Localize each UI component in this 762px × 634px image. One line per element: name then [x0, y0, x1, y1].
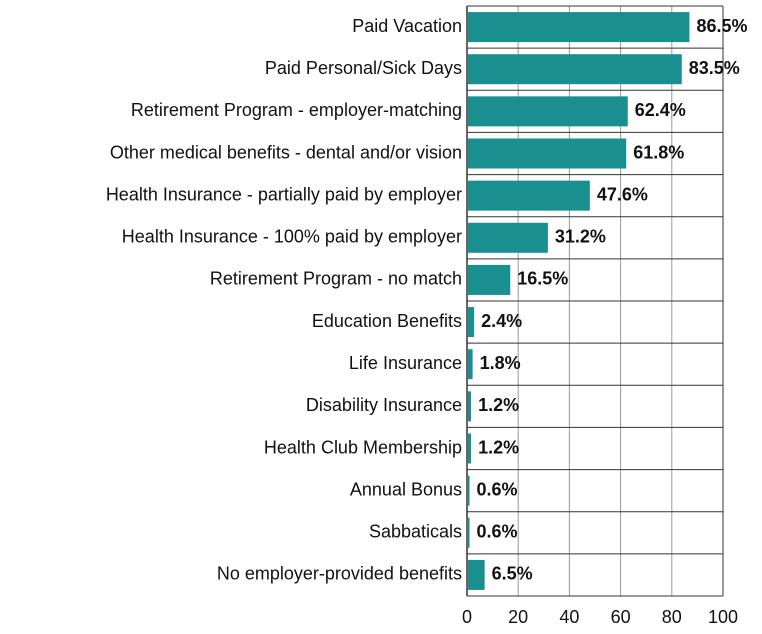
- x-tick-label: 60: [611, 607, 631, 627]
- y-tick-label: Retirement Program - no match: [210, 269, 462, 289]
- y-tick-label: Retirement Program - employer-matching: [131, 100, 462, 120]
- value-label: 1.8%: [480, 353, 521, 373]
- value-label: 31.2%: [555, 227, 606, 247]
- x-tick-label: 80: [662, 607, 682, 627]
- value-label: 61.8%: [633, 142, 684, 162]
- x-tick-label: 40: [559, 607, 579, 627]
- y-tick-label: Education Benefits: [312, 311, 462, 331]
- value-label: 86.5%: [696, 16, 747, 36]
- y-tick-label: Paid Vacation: [352, 16, 462, 36]
- y-tick-label: Health Club Membership: [264, 437, 462, 457]
- bar: [468, 138, 627, 169]
- value-label: 0.6%: [477, 479, 518, 499]
- bar: [468, 264, 511, 295]
- y-tick-label: Annual Bonus: [350, 479, 462, 499]
- y-tick-label: No employer-provided benefits: [217, 564, 462, 584]
- x-tick-label: 20: [508, 607, 528, 627]
- y-tick-label: Paid Personal/Sick Days: [265, 58, 462, 78]
- bar: [468, 96, 628, 127]
- value-label: 62.4%: [635, 100, 686, 120]
- bar: [468, 391, 472, 422]
- value-label: 1.2%: [478, 437, 519, 457]
- value-label: 0.6%: [477, 522, 518, 542]
- bar: [468, 12, 690, 43]
- y-tick-label: Disability Insurance: [306, 395, 462, 415]
- bar: [468, 559, 485, 590]
- value-label: 1.2%: [478, 395, 519, 415]
- y-tick-label: Health Insurance - 100% paid by employer: [122, 227, 462, 247]
- y-tick-label: Sabbaticals: [369, 522, 462, 542]
- bar: [468, 475, 470, 506]
- value-label: 2.4%: [481, 311, 522, 331]
- y-tick-label: Health Insurance - partially paid by emp…: [106, 184, 462, 204]
- bar: [468, 517, 470, 548]
- bar: [468, 180, 590, 211]
- bar: [468, 222, 548, 253]
- value-label: 47.6%: [597, 184, 648, 204]
- bar: [468, 307, 475, 338]
- bar: [468, 54, 682, 85]
- value-label: 16.5%: [517, 269, 568, 289]
- y-tick-label: Other medical benefits - dental and/or v…: [110, 142, 462, 162]
- bar: [468, 349, 473, 380]
- value-label: 83.5%: [689, 58, 740, 78]
- y-tick-label: Life Insurance: [349, 353, 462, 373]
- value-label: 6.5%: [492, 564, 533, 584]
- x-tick-label: 0: [462, 607, 472, 627]
- bar: [468, 433, 472, 464]
- x-tick-label: 100: [708, 607, 738, 627]
